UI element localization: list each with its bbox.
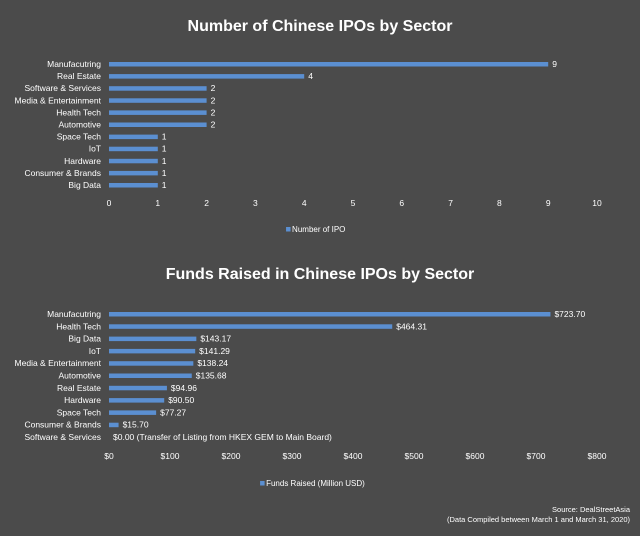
data-label: $135.68: [196, 371, 227, 381]
data-label: $77.27: [160, 407, 186, 417]
bar: [109, 146, 158, 152]
ipo-count-chart: Number of Chinese IPOs by Sector 0 1 2 3 4 5 6 7…: [15, 18, 602, 234]
category-label: Manufacutring: [47, 309, 101, 319]
x-tick-label: $0: [104, 451, 114, 461]
bar: [109, 410, 157, 415]
x-tick-label: 7: [448, 198, 453, 208]
legend-swatch: [286, 227, 291, 232]
category-label: Media & Entertainment: [15, 358, 102, 368]
category-label: IoT: [89, 346, 101, 356]
x-tick-label: 10: [592, 198, 602, 208]
bar: [109, 62, 549, 67]
category-label: Space Tech: [57, 132, 102, 142]
category-label: Consumer & Brands: [24, 168, 101, 178]
data-label: 1: [162, 132, 167, 142]
category-label: Automotive: [58, 120, 101, 130]
x-tick-label: $700: [527, 451, 546, 461]
bar: [109, 74, 305, 79]
x-tick-label: 4: [302, 198, 307, 208]
category-label: IoT: [89, 144, 101, 154]
data-label: 4: [308, 71, 313, 81]
bar: [109, 158, 158, 164]
category-label: Big Data: [68, 180, 101, 190]
category-label: Health Tech: [56, 321, 101, 331]
x-tick-label: 0: [107, 198, 112, 208]
x-tick-label: $400: [344, 451, 363, 461]
bar: [109, 86, 207, 91]
data-label: 2: [211, 83, 216, 93]
bar: [109, 110, 207, 115]
category-label: Big Data: [68, 334, 101, 344]
category-label: Hardware: [64, 395, 101, 405]
data-label: 1: [162, 168, 167, 178]
category-label: Automotive: [58, 371, 101, 381]
chart-title: Funds Raised in Chinese IPOs by Sector: [166, 266, 475, 283]
data-label: $143.17: [200, 334, 231, 344]
bar: [109, 348, 196, 354]
data-label: 9: [552, 59, 557, 69]
category-label: Hardware: [64, 156, 101, 166]
category-label: Software & Services: [24, 432, 101, 442]
x-tick-label: $300: [283, 451, 302, 461]
bar: [109, 422, 119, 428]
x-tick-label: 8: [497, 198, 502, 208]
x-tick-label: 2: [204, 198, 209, 208]
category-label: Space Tech: [57, 407, 102, 417]
bar: [109, 312, 551, 317]
chart-title: Number of Chinese IPOs by Sector: [188, 18, 453, 35]
category-label: Manufacutring: [47, 59, 101, 69]
legend-label: Funds Raised (Million USD): [266, 479, 365, 488]
bar: [109, 373, 192, 378]
data-label: 1: [162, 156, 167, 166]
category-label: Consumer & Brands: [24, 420, 101, 430]
data-label: $94.96: [171, 383, 197, 393]
data-label: $723.70: [554, 309, 585, 319]
x-tick-label: $500: [405, 451, 424, 461]
bar: [109, 324, 393, 329]
bar: [109, 122, 207, 127]
data-label: 2: [211, 95, 216, 105]
data-label: $15.70: [123, 420, 149, 430]
data-compiled-note: (Data Compiled between March 1 and March…: [447, 515, 631, 524]
funds-raised-chart: Funds Raised in Chinese IPOs by Sector $0…: [15, 266, 607, 488]
data-label: 2: [211, 107, 216, 117]
data-label: 2: [211, 120, 216, 130]
x-tick-label: 9: [546, 198, 551, 208]
bar: [109, 336, 197, 342]
legend-label: Number of IPO: [292, 225, 345, 234]
x-tick-label: 6: [399, 198, 404, 208]
data-label: $138.24: [197, 358, 228, 368]
x-tick-label: 5: [351, 198, 356, 208]
legend-swatch: [260, 481, 265, 486]
x-tick-label: $800: [588, 451, 607, 461]
data-label: 1: [162, 180, 167, 190]
bar: [109, 385, 167, 391]
x-tick-label: 1: [155, 198, 160, 208]
category-label: Real Estate: [57, 71, 101, 81]
data-label: $90.50: [168, 395, 194, 405]
category-label: Health Tech: [56, 107, 101, 117]
bar: [109, 183, 158, 188]
x-tick-label: $100: [161, 451, 180, 461]
x-tick-label: $600: [466, 451, 485, 461]
data-label: $0.00 (Transfer of Listing from HKEX GEM…: [113, 432, 332, 442]
data-label: 1: [162, 144, 167, 154]
bar: [109, 98, 207, 103]
source-credit: Source: DealStreetAsia: [552, 505, 631, 514]
x-tick-label: 3: [253, 198, 258, 208]
bar: [109, 170, 158, 176]
category-label: Media & Entertainment: [15, 95, 102, 105]
category-label: Software & Services: [24, 83, 101, 93]
data-label: $464.31: [396, 321, 427, 331]
bar: [109, 361, 194, 366]
bar: [109, 398, 165, 403]
x-tick-label: $200: [222, 451, 241, 461]
data-label: $141.29: [199, 346, 230, 356]
bar: [109, 134, 158, 140]
category-label: Real Estate: [57, 383, 101, 393]
